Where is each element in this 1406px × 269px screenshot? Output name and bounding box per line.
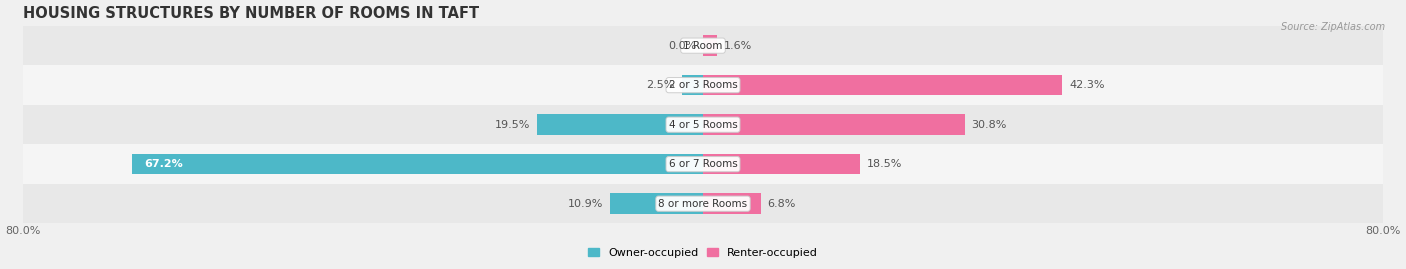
Legend: Owner-occupied, Renter-occupied: Owner-occupied, Renter-occupied — [585, 245, 821, 261]
Bar — [703, 114, 965, 135]
Text: 42.3%: 42.3% — [1069, 80, 1105, 90]
Text: 18.5%: 18.5% — [868, 159, 903, 169]
Bar — [703, 193, 761, 214]
Text: 2 or 3 Rooms: 2 or 3 Rooms — [669, 80, 737, 90]
Bar — [24, 184, 1382, 224]
Bar — [24, 144, 1382, 184]
Bar — [682, 75, 703, 95]
Text: HOUSING STRUCTURES BY NUMBER OF ROOMS IN TAFT: HOUSING STRUCTURES BY NUMBER OF ROOMS IN… — [24, 6, 479, 20]
Bar — [132, 154, 703, 174]
Text: 1 Room: 1 Room — [683, 41, 723, 51]
Text: 30.8%: 30.8% — [972, 120, 1007, 130]
Text: 0.0%: 0.0% — [668, 41, 696, 51]
Bar — [703, 154, 860, 174]
Bar — [24, 26, 1382, 65]
Bar — [24, 105, 1382, 144]
Bar — [703, 35, 717, 56]
Text: Source: ZipAtlas.com: Source: ZipAtlas.com — [1281, 22, 1385, 31]
Bar — [703, 75, 1063, 95]
Text: 19.5%: 19.5% — [495, 120, 530, 130]
Text: 8 or more Rooms: 8 or more Rooms — [658, 199, 748, 209]
Text: 10.9%: 10.9% — [568, 199, 603, 209]
Bar — [610, 193, 703, 214]
Bar — [24, 65, 1382, 105]
Text: 1.6%: 1.6% — [724, 41, 752, 51]
Text: 2.5%: 2.5% — [647, 80, 675, 90]
Text: 6 or 7 Rooms: 6 or 7 Rooms — [669, 159, 737, 169]
Text: 6.8%: 6.8% — [768, 199, 796, 209]
Text: 67.2%: 67.2% — [145, 159, 184, 169]
Bar — [537, 114, 703, 135]
Text: 4 or 5 Rooms: 4 or 5 Rooms — [669, 120, 737, 130]
